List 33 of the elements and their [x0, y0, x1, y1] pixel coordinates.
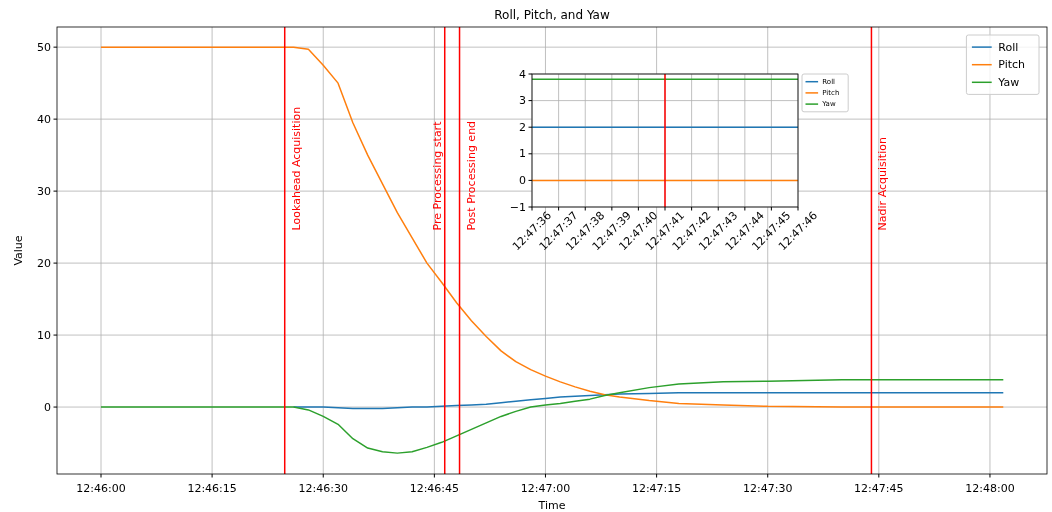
ref-line-label: Nadir Acquisition — [876, 137, 890, 231]
x-tick-label: 12:48:00 — [965, 482, 1015, 495]
y-tick-label: 10 — [37, 328, 51, 342]
x-tick-label: 12:47:15 — [631, 482, 682, 495]
line-series — [100, 378, 1005, 454]
y-axis-title: Value — [12, 235, 25, 266]
legend-label: Roll — [998, 40, 1019, 54]
y-tick-label: 1 — [519, 147, 526, 161]
x-tick-label: 12:47:45 — [854, 482, 904, 495]
line-series — [292, 391, 1005, 410]
legend-label: Yaw — [997, 75, 1020, 89]
x-tick-label: 12:46:30 — [298, 482, 348, 495]
y-tick-label: 0 — [44, 400, 51, 414]
y-tick-label: −1 — [509, 200, 526, 214]
y-tick-label: 40 — [37, 112, 51, 126]
legend-label: Pitch — [998, 58, 1026, 72]
ref-line-label: Pre Processing start — [430, 120, 444, 231]
y-tick-label: 0 — [519, 173, 526, 187]
y-tick-label: 30 — [37, 184, 51, 198]
ref-line-label: Post Processing end — [464, 120, 478, 231]
y-tick-label: 3 — [519, 94, 526, 108]
chart-title: Roll, Pitch, and Yaw — [494, 8, 610, 22]
y-tick-label: 4 — [519, 67, 526, 81]
x-tick-label: 12:47:30 — [743, 482, 793, 495]
y-tick-label: 2 — [519, 120, 526, 134]
x-axis-title: Time — [537, 499, 566, 512]
x-tick-label: 12:46:15 — [187, 482, 237, 495]
y-tick-label: 50 — [37, 40, 51, 54]
x-tick-label: 12:46:45 — [409, 482, 460, 495]
x-tick-label: 12:46:00 — [76, 482, 126, 495]
y-tick-label: 20 — [37, 256, 51, 270]
ref-line-label: Lookahead Acquisition — [289, 106, 303, 231]
x-tick-label: 12:47:00 — [520, 482, 571, 495]
